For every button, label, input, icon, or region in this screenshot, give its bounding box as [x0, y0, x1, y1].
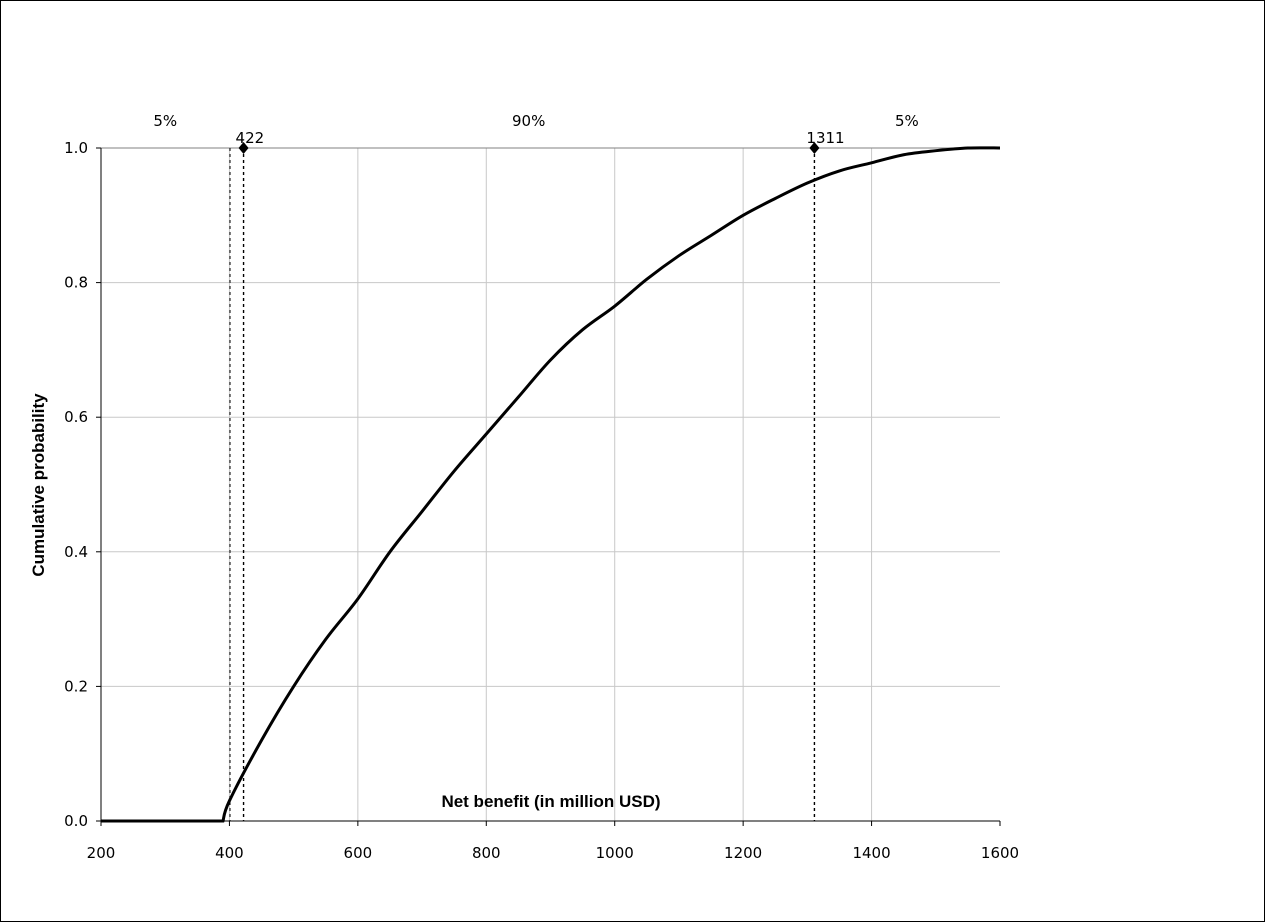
y-axis-title: Cumulative probability [29, 393, 48, 577]
percentile-label: 1311 [806, 129, 844, 147]
region-percent-label: 5% [153, 112, 177, 130]
cdf-curve [101, 146, 1001, 823]
y-tick-label: 0.0 [64, 812, 88, 830]
y-tick-label: 1.0 [64, 139, 88, 157]
percentile-marker [809, 142, 820, 154]
percentile-label: 422 [236, 129, 265, 147]
tick-labels: 200 400 600 800 1000 1200 1400 1600 0.0 0.2 0.4 0.6… [64, 139, 1019, 862]
x-tick-label: 1200 [724, 844, 762, 862]
y-tick-label: 0.2 [64, 677, 88, 695]
axes [96, 147, 1001, 826]
region-percent-label: 90% [512, 112, 545, 130]
x-tick-label: 200 [87, 844, 116, 862]
y-tick-label: 0.6 [64, 408, 88, 426]
x-tick-label: 1000 [596, 844, 634, 862]
percentile-markers: 422 1311 5% 90% 5% [153, 112, 919, 154]
cdf-curve-group [101, 146, 1001, 823]
x-tick-label: 1400 [852, 844, 890, 862]
region-percent-label: 5% [895, 112, 919, 130]
x-tick-label: 600 [344, 844, 373, 862]
x-tick-label: 400 [215, 844, 244, 862]
x-tick-label: 1600 [981, 844, 1019, 862]
percentile-lines [229, 148, 816, 821]
grid [101, 147, 1000, 821]
x-tick-label: 800 [472, 844, 501, 862]
y-tick-label: 0.8 [64, 274, 88, 292]
percentile-marker [238, 142, 249, 154]
x-axis-title: Net benefit (in million USD) [441, 792, 660, 811]
y-tick-label: 0.4 [64, 543, 88, 561]
